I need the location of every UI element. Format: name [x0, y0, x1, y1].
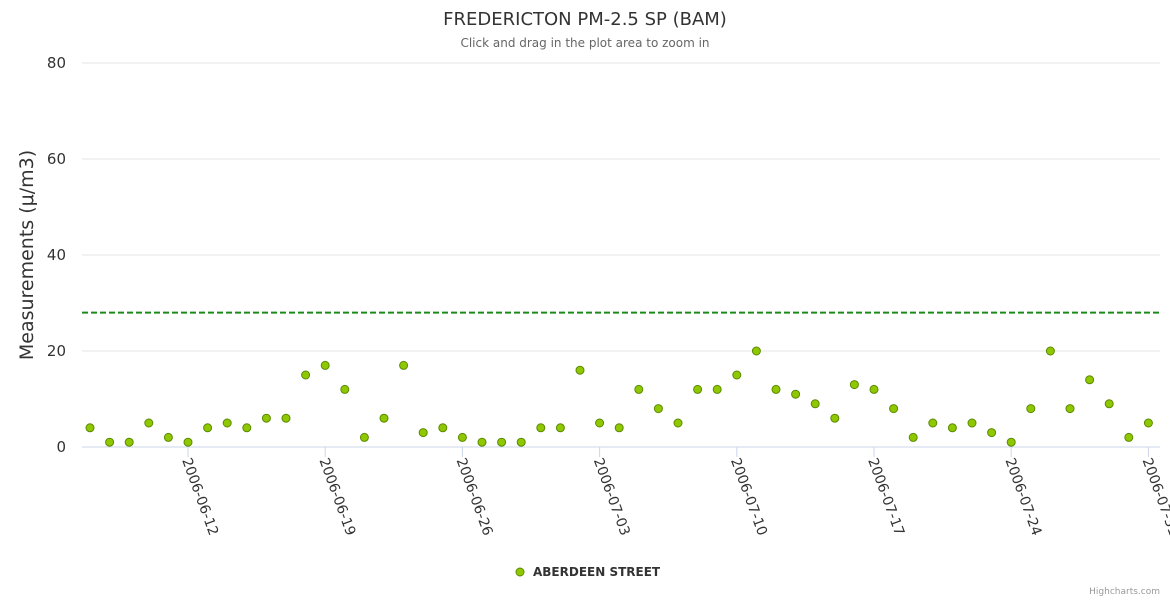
x-tick-label: 2006-06-26 [453, 456, 496, 538]
x-tick-label: 2006-07-17 [864, 456, 907, 538]
data-point[interactable] [477, 437, 487, 447]
data-points[interactable] [85, 346, 1153, 447]
data-point[interactable] [653, 404, 663, 414]
data-point[interactable] [791, 389, 801, 399]
data-point[interactable] [614, 423, 624, 433]
credits-link[interactable]: Highcharts.com [1089, 587, 1160, 597]
data-point[interactable] [203, 423, 213, 433]
data-point[interactable] [1104, 399, 1114, 409]
data-point[interactable] [497, 437, 507, 447]
data-point[interactable] [359, 432, 369, 442]
data-point[interactable] [457, 432, 467, 442]
data-point[interactable] [967, 418, 977, 428]
data-point[interactable] [516, 437, 526, 447]
y-tick-label: 40 [47, 246, 66, 264]
data-point[interactable] [242, 423, 252, 433]
data-point[interactable] [712, 384, 722, 394]
x-tick-label: 2006-06-12 [178, 456, 221, 538]
y-axis-ticks: 0 20 40 60 80 [47, 54, 66, 456]
data-point[interactable] [183, 437, 193, 447]
legend-item[interactable]: ABERDEEN STREET [515, 565, 661, 579]
data-point[interactable] [105, 437, 115, 447]
y-tick-label: 0 [56, 438, 66, 456]
data-point[interactable] [1006, 437, 1016, 447]
data-point[interactable] [222, 418, 232, 428]
legend-marker[interactable] [515, 567, 525, 577]
x-tick-label: 2006-07-10 [727, 456, 770, 538]
data-point[interactable] [634, 384, 644, 394]
data-point[interactable] [908, 432, 918, 442]
data-point[interactable] [163, 432, 173, 442]
data-point[interactable] [575, 365, 585, 375]
x-axis-ticks: 2006-06-12 2006-06-19 2006-06-26 2006-07-03… [178, 447, 1170, 538]
data-point[interactable] [555, 423, 565, 433]
x-tick-label: 2006-07-31 [1139, 456, 1170, 538]
legend-label[interactable]: ABERDEEN STREET [533, 565, 661, 579]
data-point[interactable] [869, 384, 879, 394]
x-tick-label: 2006-06-19 [315, 456, 358, 538]
data-point[interactable] [418, 428, 428, 438]
data-point[interactable] [1065, 404, 1075, 414]
data-point[interactable] [1085, 375, 1095, 385]
data-point[interactable] [987, 428, 997, 438]
y-tick-label: 20 [47, 342, 66, 360]
y-axis-label: Measurements (μ/m3) [16, 150, 38, 360]
data-point[interactable] [320, 360, 330, 370]
data-point[interactable] [536, 423, 546, 433]
chart-subtitle: Click and drag in the plot area to zoom … [460, 36, 709, 50]
data-point[interactable] [144, 418, 154, 428]
y-tick-label: 60 [47, 150, 66, 168]
data-point[interactable] [732, 370, 742, 380]
data-point[interactable] [751, 346, 761, 356]
x-tick-label: 2006-07-03 [590, 456, 633, 538]
data-point[interactable] [810, 399, 820, 409]
data-point[interactable] [124, 437, 134, 447]
data-point[interactable] [693, 384, 703, 394]
data-point[interactable] [85, 423, 95, 433]
gridlines [82, 62, 1160, 352]
data-point[interactable] [673, 418, 683, 428]
data-point[interactable] [379, 413, 389, 423]
y-tick-label: 80 [47, 54, 66, 72]
data-point[interactable] [928, 418, 938, 428]
data-point[interactable] [595, 418, 605, 428]
data-point[interactable] [301, 370, 311, 380]
data-point[interactable] [438, 423, 448, 433]
data-point[interactable] [830, 413, 840, 423]
data-point[interactable] [889, 404, 899, 414]
data-point[interactable] [1124, 432, 1134, 442]
data-point[interactable] [261, 413, 271, 423]
data-point[interactable] [340, 384, 350, 394]
data-point[interactable] [947, 423, 957, 433]
data-point[interactable] [1026, 404, 1036, 414]
chart-title: FREDERICTON PM-2.5 SP (BAM) [443, 9, 727, 30]
data-point[interactable] [399, 360, 409, 370]
data-point[interactable] [771, 384, 781, 394]
x-tick-label: 2006-07-24 [1001, 456, 1044, 538]
data-point[interactable] [849, 380, 859, 390]
data-point[interactable] [281, 413, 291, 423]
data-point[interactable] [1045, 346, 1055, 356]
data-point[interactable] [1143, 418, 1153, 428]
